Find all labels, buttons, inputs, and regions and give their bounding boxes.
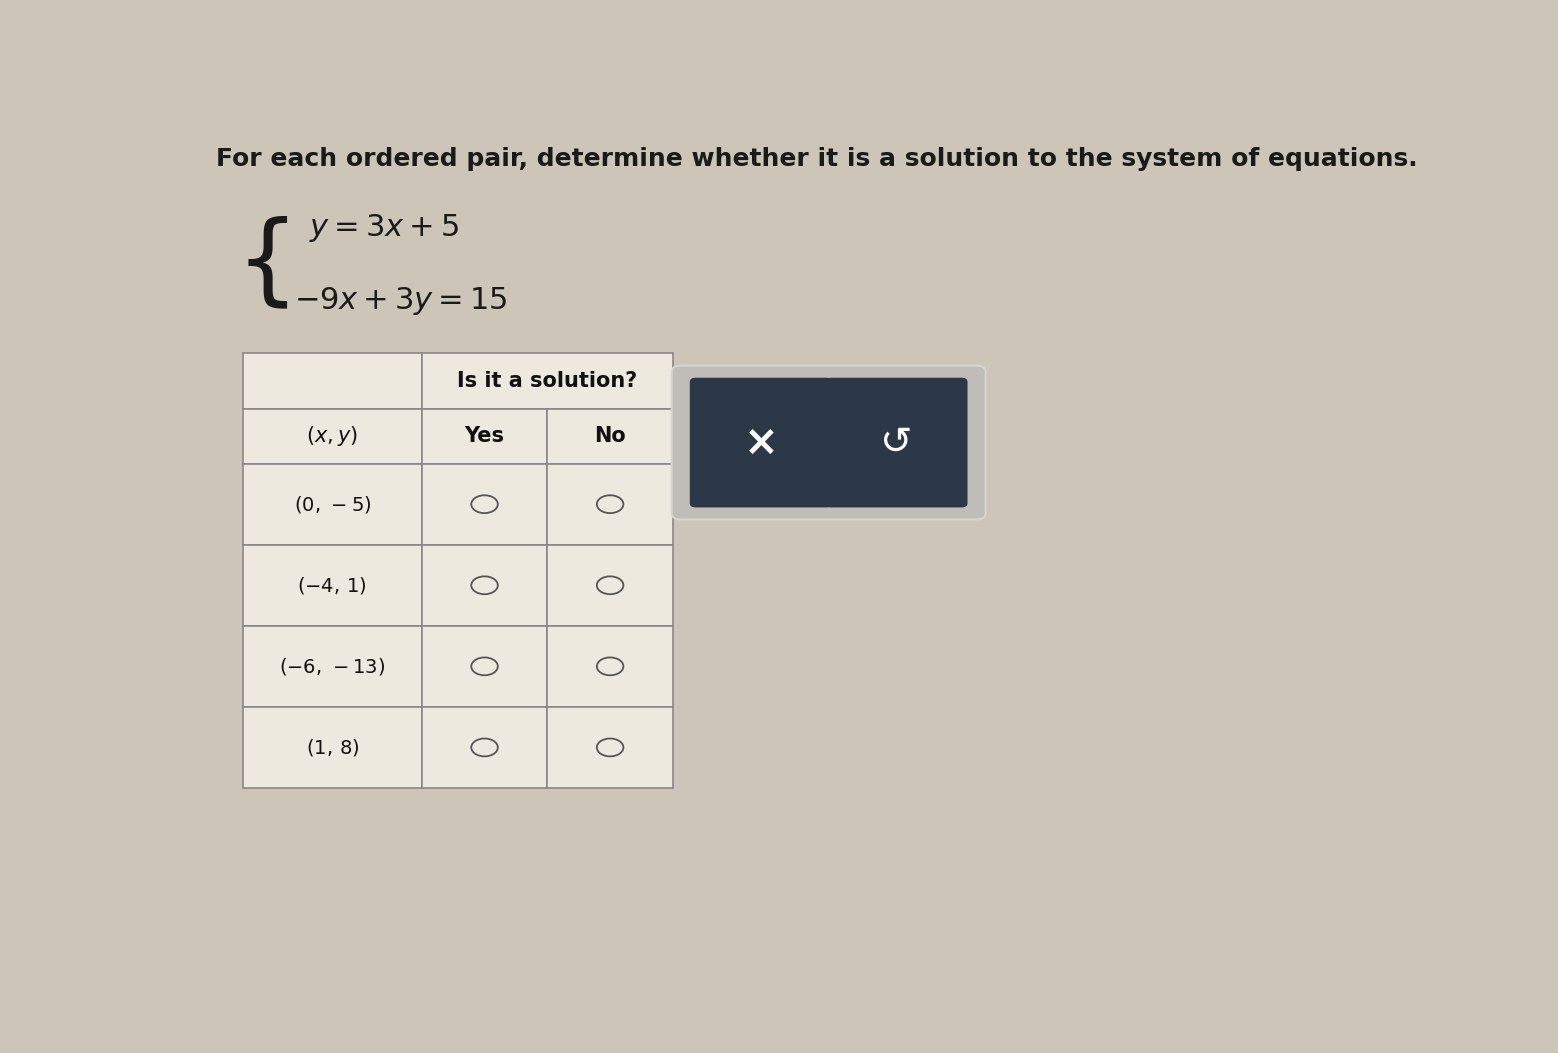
Text: No: No bbox=[594, 426, 626, 446]
FancyBboxPatch shape bbox=[422, 625, 547, 707]
FancyBboxPatch shape bbox=[243, 409, 422, 463]
Text: Is it a solution?: Is it a solution? bbox=[456, 371, 637, 391]
FancyBboxPatch shape bbox=[422, 707, 547, 788]
FancyBboxPatch shape bbox=[547, 707, 673, 788]
Text: $(0,\,-5)$: $(0,\,-5)$ bbox=[293, 494, 371, 515]
Text: Yes: Yes bbox=[464, 426, 505, 446]
Text: $(-4,\,1)$: $(-4,\,1)$ bbox=[298, 575, 368, 596]
Text: For each ordered pair, determine whether it is a solution to the system of equat: For each ordered pair, determine whether… bbox=[217, 146, 1418, 171]
FancyBboxPatch shape bbox=[243, 354, 422, 409]
Text: $(-6,\,-13)$: $(-6,\,-13)$ bbox=[279, 656, 385, 677]
Text: {: { bbox=[235, 216, 299, 313]
FancyBboxPatch shape bbox=[690, 378, 832, 508]
FancyBboxPatch shape bbox=[422, 463, 547, 544]
FancyBboxPatch shape bbox=[243, 463, 422, 544]
Text: $-9x+3y=15$: $-9x+3y=15$ bbox=[294, 284, 508, 317]
Text: ↺: ↺ bbox=[880, 423, 913, 461]
FancyBboxPatch shape bbox=[671, 365, 986, 519]
Text: ×: × bbox=[743, 421, 779, 463]
FancyBboxPatch shape bbox=[547, 544, 673, 625]
FancyBboxPatch shape bbox=[243, 544, 422, 625]
FancyBboxPatch shape bbox=[547, 409, 673, 463]
FancyBboxPatch shape bbox=[547, 463, 673, 544]
Text: $(x, y)$: $(x, y)$ bbox=[307, 424, 358, 449]
FancyBboxPatch shape bbox=[422, 354, 673, 409]
FancyBboxPatch shape bbox=[422, 544, 547, 625]
Text: $y=3x+5$: $y=3x+5$ bbox=[310, 212, 460, 243]
Text: $(1,\,8)$: $(1,\,8)$ bbox=[305, 737, 360, 758]
FancyBboxPatch shape bbox=[243, 625, 422, 707]
FancyBboxPatch shape bbox=[422, 409, 547, 463]
FancyBboxPatch shape bbox=[243, 707, 422, 788]
FancyBboxPatch shape bbox=[826, 378, 968, 508]
FancyBboxPatch shape bbox=[547, 625, 673, 707]
